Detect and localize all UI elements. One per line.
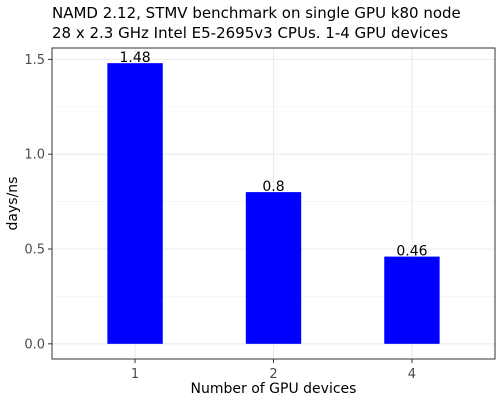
x-tick-label: 1 [131, 367, 139, 382]
y-tick-label: 1.0 [24, 148, 45, 163]
y-axis-title: days/ns [5, 177, 21, 231]
x-tick-label: 2 [269, 367, 277, 382]
chart-subtitle: 28 x 2.3 GHz Intel E5-2695v3 CPUs. 1-4 G… [52, 24, 449, 42]
bar [245, 192, 302, 344]
bar [384, 256, 440, 344]
y-axis-ticks: 0.0 0.5 1.0 1.5 [24, 53, 52, 352]
x-tick-label: 4 [408, 367, 416, 382]
bar-value-label: 1.48 [119, 50, 150, 66]
data-labels: 1.48 0.8 0.46 [119, 50, 427, 259]
bar [107, 63, 163, 344]
chart-title: NAMD 2.12, STMV benchmark on single GPU … [52, 4, 461, 22]
y-tick-label: 0.0 [24, 337, 45, 352]
bar-value-label: 0.8 [262, 179, 284, 195]
x-axis-title: Number of GPU devices [191, 381, 357, 397]
bars [107, 63, 440, 344]
x-axis-ticks: 1 2 4 [131, 359, 416, 382]
bar-value-label: 0.46 [396, 244, 427, 260]
y-tick-label: 0.5 [24, 243, 45, 258]
y-tick-label: 1.5 [24, 53, 45, 68]
